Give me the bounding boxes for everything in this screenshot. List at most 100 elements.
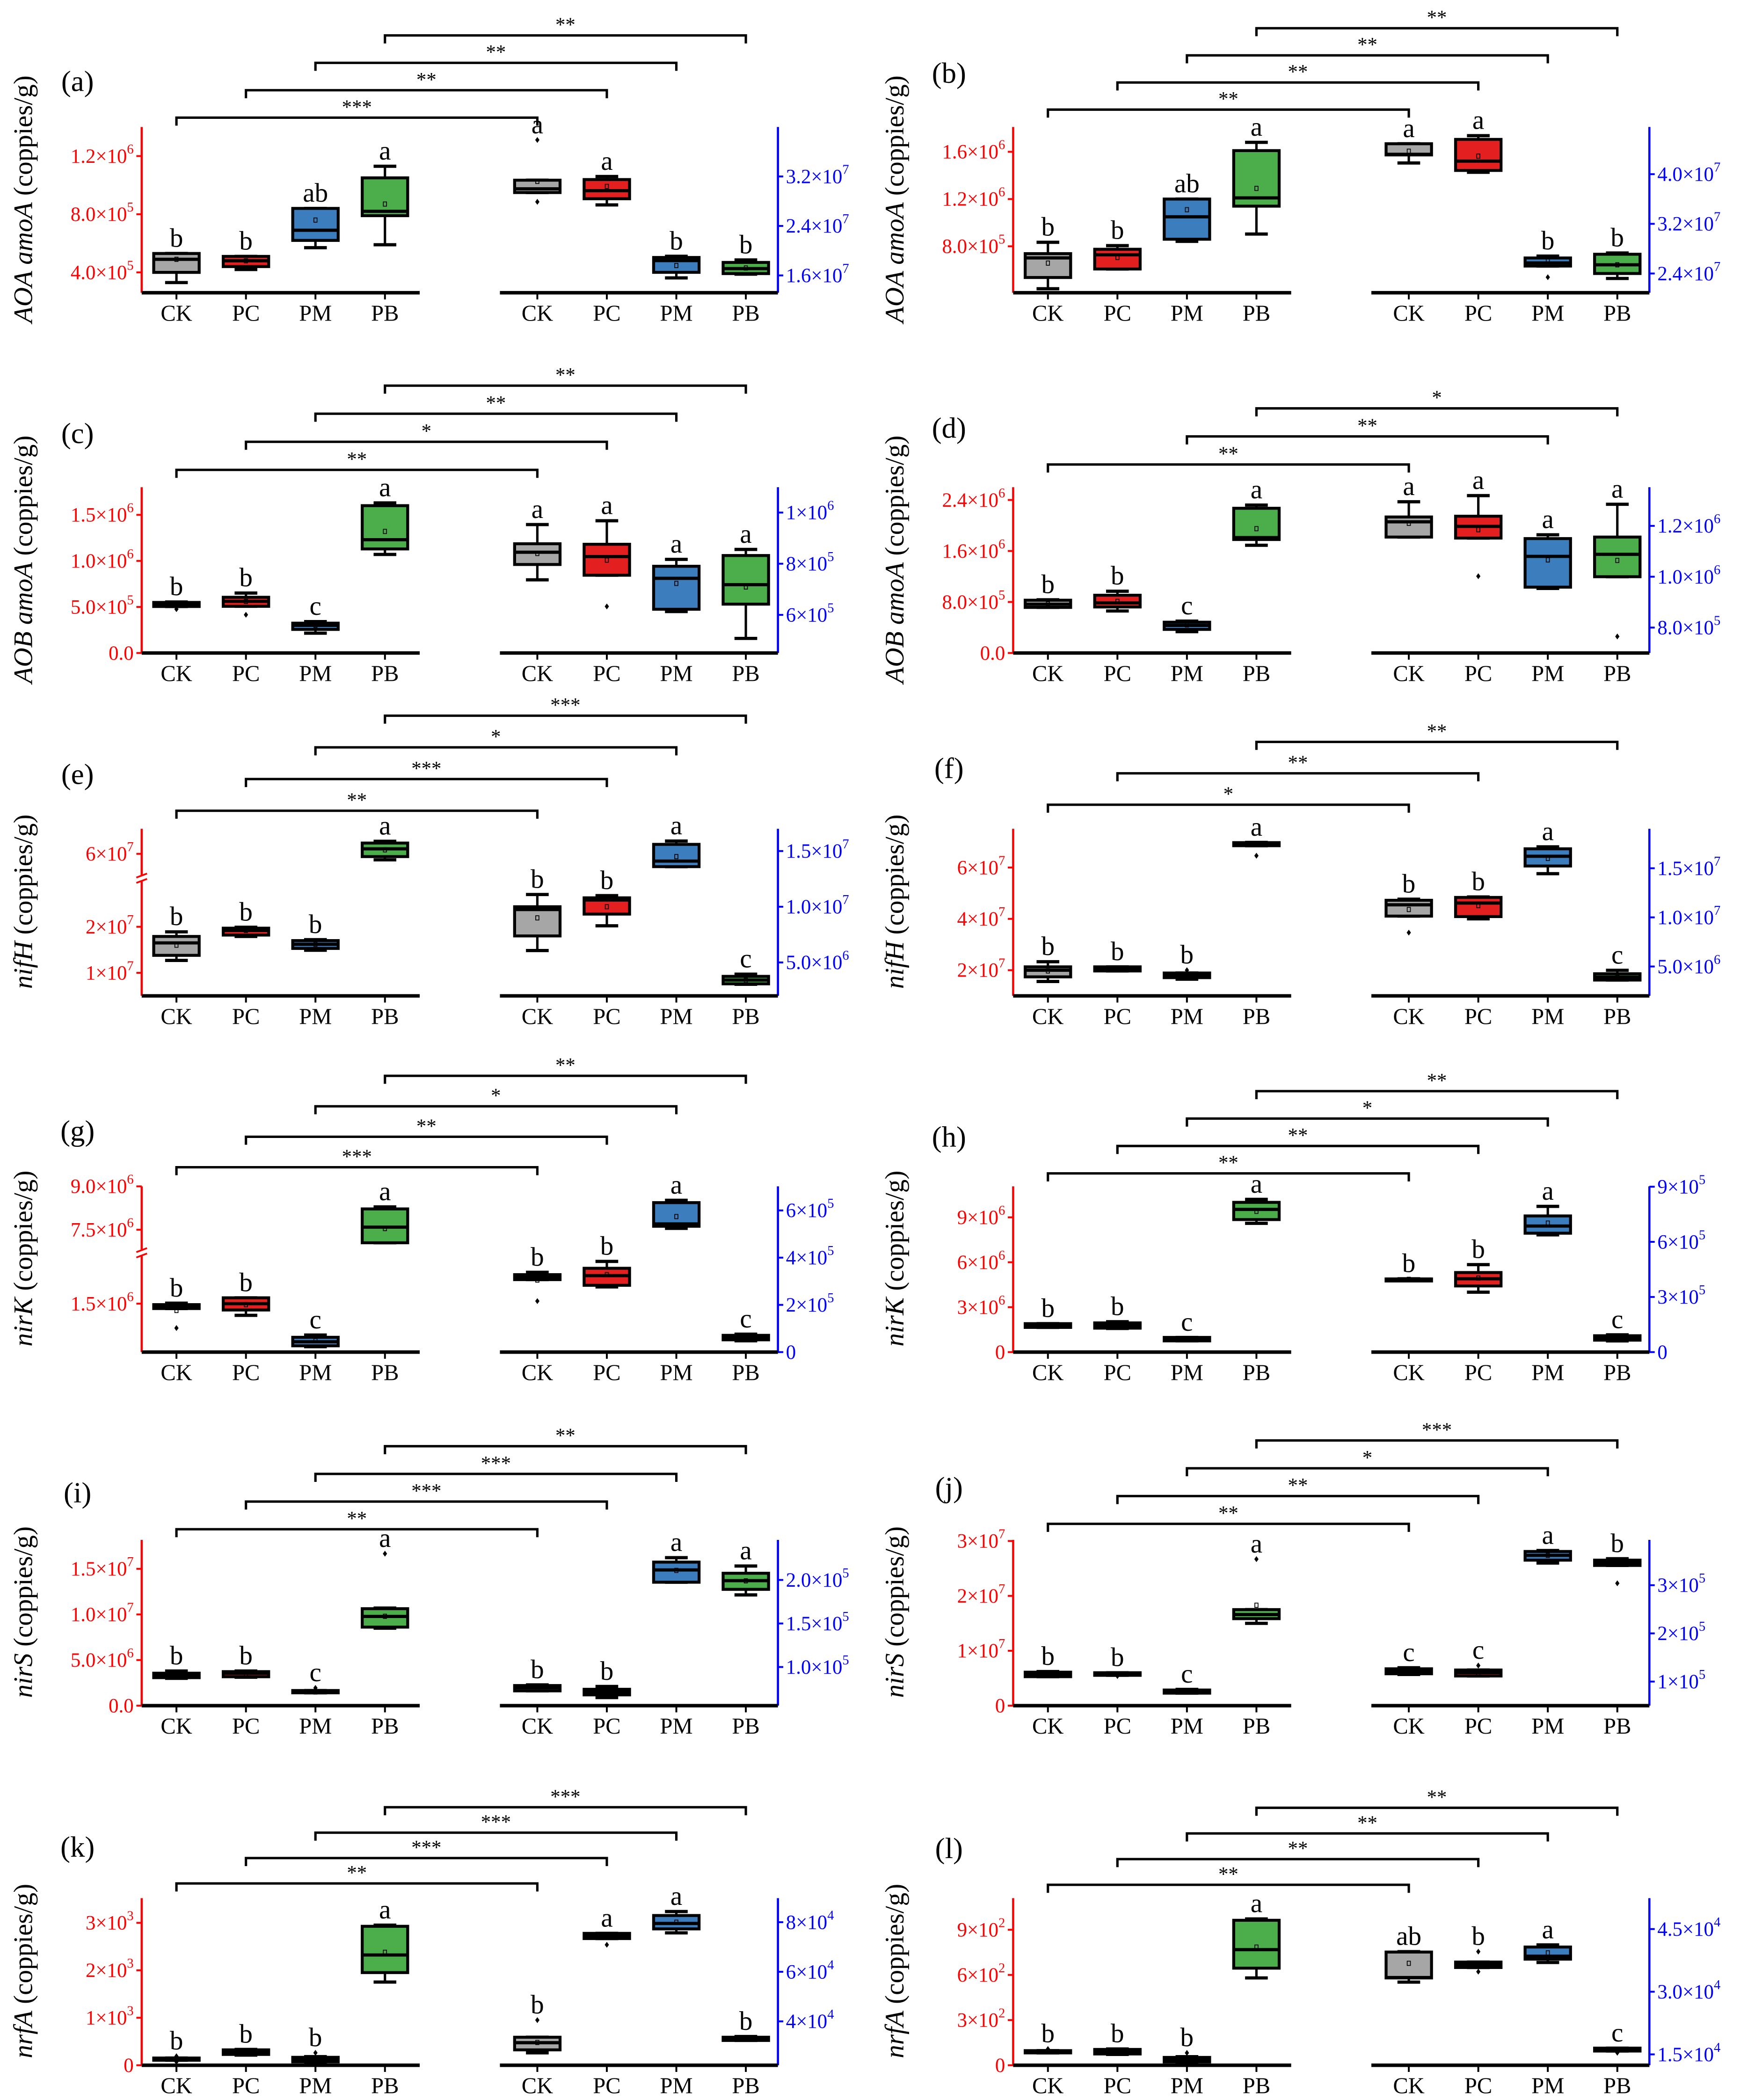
box-PB-right: b [721, 230, 770, 276]
tick-mantissa: 6×10 [786, 1200, 827, 1222]
comparison-bracket [245, 1135, 608, 1145]
tick-exponent: 7 [998, 853, 1005, 868]
significance-letter: a [1403, 114, 1414, 143]
tick-mantissa: 1×10 [86, 2007, 127, 2029]
tick-mantissa: 8×10 [786, 1911, 827, 1933]
box-PB-right: c [1593, 1305, 1642, 1343]
mean-marker [1406, 1961, 1411, 1966]
mean-marker [674, 854, 678, 860]
x-tick-label: CK [522, 301, 553, 326]
x-tick-label: CK [160, 1714, 192, 1739]
tick-mantissa: 0.0 [980, 642, 1005, 664]
right-tick-label: 1.2×106 [1657, 512, 1720, 537]
tick-exponent: 7 [842, 162, 849, 177]
x-tick-label: CK [522, 1360, 553, 1385]
panel-j: 01×1072×1073×1071×1052×1053×105bCKbPCcPM… [880, 1419, 1705, 1739]
comparison-bracket [1186, 1467, 1549, 1477]
mean-marker [743, 2036, 748, 2042]
outlier-point [1406, 929, 1411, 936]
outlier-point [174, 2053, 179, 2059]
mean-marker [604, 183, 609, 189]
mean-marker [1476, 1670, 1480, 1676]
box-PB-right: a [1593, 474, 1642, 640]
box-PB-right: c [721, 944, 770, 986]
y-axis-title-unit: (coppies/g) [9, 1884, 38, 2011]
comparison-bracket [384, 1445, 747, 1454]
tick-exponent: 6 [998, 486, 1005, 501]
iqr-box [1454, 138, 1503, 172]
x-tick-label: PC [593, 301, 620, 326]
tick-exponent: 7 [127, 1601, 133, 1615]
panel-label: (i) [64, 1476, 91, 1509]
mean-marker [1476, 153, 1480, 159]
tick-mantissa: 9×10 [957, 1207, 998, 1229]
significance-letter: b [239, 897, 253, 926]
tick-exponent: 6 [127, 1216, 133, 1230]
significance-stars: * [491, 1085, 501, 1107]
significance-stars: *** [550, 1786, 580, 1808]
box-CK-right: a [1384, 114, 1433, 165]
iqr-box [1384, 1950, 1433, 1980]
mean-marker [383, 1613, 387, 1619]
box-CK-right: b [1384, 1249, 1433, 1283]
comparison-bracket [1255, 740, 1619, 750]
iqr-box [513, 178, 562, 194]
x-tick-label: PM [299, 1360, 332, 1385]
x-tick-label: CK [1032, 1360, 1063, 1385]
tick-exponent: 6 [998, 138, 1005, 153]
box-CK-right: b [513, 1655, 562, 1693]
mean-marker [1476, 527, 1480, 532]
box-PM-right: a [1523, 1176, 1572, 1237]
panel-label: (l) [935, 1832, 963, 1865]
iqr-box [361, 504, 409, 551]
tick-exponent: 7 [998, 1582, 1005, 1597]
box-PM-right: a [652, 1170, 701, 1230]
significance-stars: * [491, 726, 501, 748]
x-tick-label: CK [160, 1360, 192, 1385]
tick-exponent: 7 [1714, 260, 1720, 274]
mean-marker [1254, 1603, 1259, 1608]
x-tick-label: PC [1464, 2073, 1492, 2099]
tick-mantissa: 9×10 [1657, 1176, 1698, 1198]
significance-letter: b [739, 2006, 753, 2036]
tick-mantissa: 3×10 [86, 1912, 127, 1934]
tick-exponent: 6 [1714, 512, 1720, 526]
box-CK-right: a [513, 110, 562, 205]
mean-marker [535, 1685, 539, 1691]
mean-marker [1185, 2057, 1189, 2063]
mean-marker [604, 1690, 609, 1695]
significance-stars: *** [481, 1811, 511, 1833]
comparison-bracket [1186, 54, 1549, 64]
tick-mantissa: 8.0×10 [71, 204, 127, 226]
significance-letter: b [1471, 1922, 1485, 1951]
outlier-point [1476, 1969, 1481, 1975]
tick-exponent: 7 [1714, 210, 1720, 225]
box-CK-left: b [152, 572, 201, 612]
significance-letter: b [531, 1655, 544, 1684]
comparison-bracket [175, 1882, 539, 1892]
x-tick-label: PB [1243, 301, 1270, 326]
box-PB-left: a [1232, 1169, 1281, 1225]
significance-letter: a [1611, 474, 1623, 503]
outlier-point [313, 1684, 318, 1691]
iqr-box [361, 1925, 409, 1974]
box-PB-left: a [361, 811, 409, 862]
significance-letter: a [1542, 817, 1553, 846]
left-tick-label: 2.4×106 [942, 486, 1005, 511]
x-tick-label: PM [1531, 1360, 1564, 1385]
tick-mantissa: 4.5×10 [1657, 1918, 1714, 1940]
x-tick-label: PB [371, 661, 399, 686]
significance-letter: b [170, 2026, 183, 2056]
significance-stars: *** [411, 1837, 441, 1859]
mean-marker [1115, 1322, 1120, 1328]
box-CK-right: b [513, 864, 562, 952]
iqr-box [1093, 593, 1142, 609]
significance-letter: c [310, 1305, 321, 1334]
significance-letter: c [740, 1304, 751, 1334]
x-tick-label: PB [1243, 661, 1270, 686]
significance-stars: ** [1427, 721, 1447, 743]
tick-mantissa: 2×10 [957, 1585, 998, 1607]
panel-label: (e) [61, 758, 94, 791]
significance-letter: a [601, 491, 612, 520]
right-tick-label: 2.0×105 [786, 1566, 849, 1591]
